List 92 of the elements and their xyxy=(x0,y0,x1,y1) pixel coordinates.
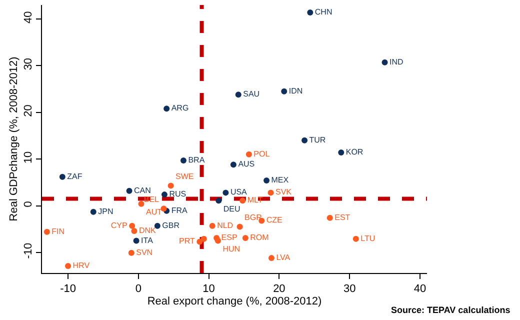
point xyxy=(216,198,222,204)
x-axis-title: Real export change (%, 2008-2012) xyxy=(147,295,322,308)
point xyxy=(44,228,50,235)
point xyxy=(209,222,216,229)
point xyxy=(236,224,243,230)
point xyxy=(326,214,333,221)
point xyxy=(307,9,314,16)
point xyxy=(246,151,252,158)
data-label: TUR xyxy=(309,135,326,144)
point xyxy=(138,200,144,207)
data-label: DEU xyxy=(223,204,241,214)
data-label: ZAF xyxy=(67,172,82,181)
x-tick-label: 40 xyxy=(414,283,426,296)
data-label: MLT xyxy=(247,196,263,205)
data-label: LVA xyxy=(276,253,291,262)
point xyxy=(180,157,186,164)
data-label: BEL xyxy=(144,194,160,204)
x-tick-label: 30 xyxy=(343,283,356,296)
x-tick-label: 20 xyxy=(273,283,286,296)
point xyxy=(264,178,270,184)
y-tick-label: 0 xyxy=(22,201,35,208)
data-label: IND xyxy=(390,57,404,66)
data-label: PRT xyxy=(179,236,196,246)
data-label: SVK xyxy=(276,188,292,197)
data-label: SWE xyxy=(176,172,194,181)
point xyxy=(268,190,274,196)
data-label: POL xyxy=(254,149,270,158)
source-note: Source: TEPAV calculations xyxy=(391,305,510,315)
data-label: DNK xyxy=(138,226,157,235)
x-tick-label: -10 xyxy=(60,283,76,296)
data-label: SVN xyxy=(136,248,153,257)
data-label: MEX xyxy=(271,176,290,185)
point xyxy=(90,208,96,215)
point xyxy=(128,250,134,256)
data-label: AUS xyxy=(238,160,255,169)
point xyxy=(168,182,174,189)
point xyxy=(214,238,221,244)
y-tick-label: 10 xyxy=(22,151,35,164)
point xyxy=(164,106,170,112)
point xyxy=(59,174,66,180)
x-tick-label: 10 xyxy=(202,283,215,296)
point xyxy=(200,236,207,242)
point xyxy=(302,137,308,144)
point xyxy=(235,92,242,98)
data-label: BRA xyxy=(188,155,206,164)
point xyxy=(129,222,136,229)
data-label: HUN xyxy=(222,244,240,254)
data-label: LTU xyxy=(360,234,376,243)
data-label: ESP xyxy=(221,232,238,242)
y-tick-label: 40 xyxy=(22,11,35,24)
data-label: ITA xyxy=(141,236,154,245)
point xyxy=(131,228,138,234)
point xyxy=(338,150,344,156)
data-label: EST xyxy=(334,212,350,222)
data-label: JPN xyxy=(98,206,114,216)
data-label: HRV xyxy=(72,261,90,270)
point xyxy=(230,162,236,168)
point xyxy=(281,88,288,94)
data-label: ARG xyxy=(171,104,189,113)
y-tick-label: 30 xyxy=(22,58,35,70)
point xyxy=(242,234,248,241)
y-tick-label: -10 xyxy=(22,242,35,259)
point xyxy=(133,238,140,244)
data-label: FRA xyxy=(171,206,188,215)
point xyxy=(240,198,246,204)
point xyxy=(160,206,167,212)
data-label: KOR xyxy=(346,148,364,157)
y-axis-title: Real GDPchange (%, 2008-2012) xyxy=(8,56,20,222)
data-label: CZE xyxy=(266,216,282,225)
point xyxy=(65,263,72,269)
data-label: IDN xyxy=(288,86,303,96)
point xyxy=(268,255,274,262)
point xyxy=(222,190,229,196)
data-label: RUS xyxy=(169,190,186,199)
point xyxy=(161,192,168,198)
data-label: CHN xyxy=(314,7,332,16)
data-label: FIN xyxy=(52,226,65,236)
point xyxy=(382,59,388,66)
point xyxy=(154,222,160,229)
data-label: NLD xyxy=(217,220,234,230)
data-label: AUT xyxy=(146,208,162,217)
data-label: GBR xyxy=(162,220,180,230)
data-label: ROM xyxy=(250,232,270,242)
point xyxy=(126,188,132,194)
point xyxy=(352,236,359,242)
data-label: BGR xyxy=(244,213,262,222)
data-label: CAN xyxy=(134,186,152,195)
x-tick-label: 0 xyxy=(135,283,142,296)
data-label: SAU xyxy=(243,90,260,99)
data-label: USA xyxy=(230,188,248,197)
y-tick-label: 20 xyxy=(22,104,35,117)
data-label: CYP xyxy=(110,220,128,230)
